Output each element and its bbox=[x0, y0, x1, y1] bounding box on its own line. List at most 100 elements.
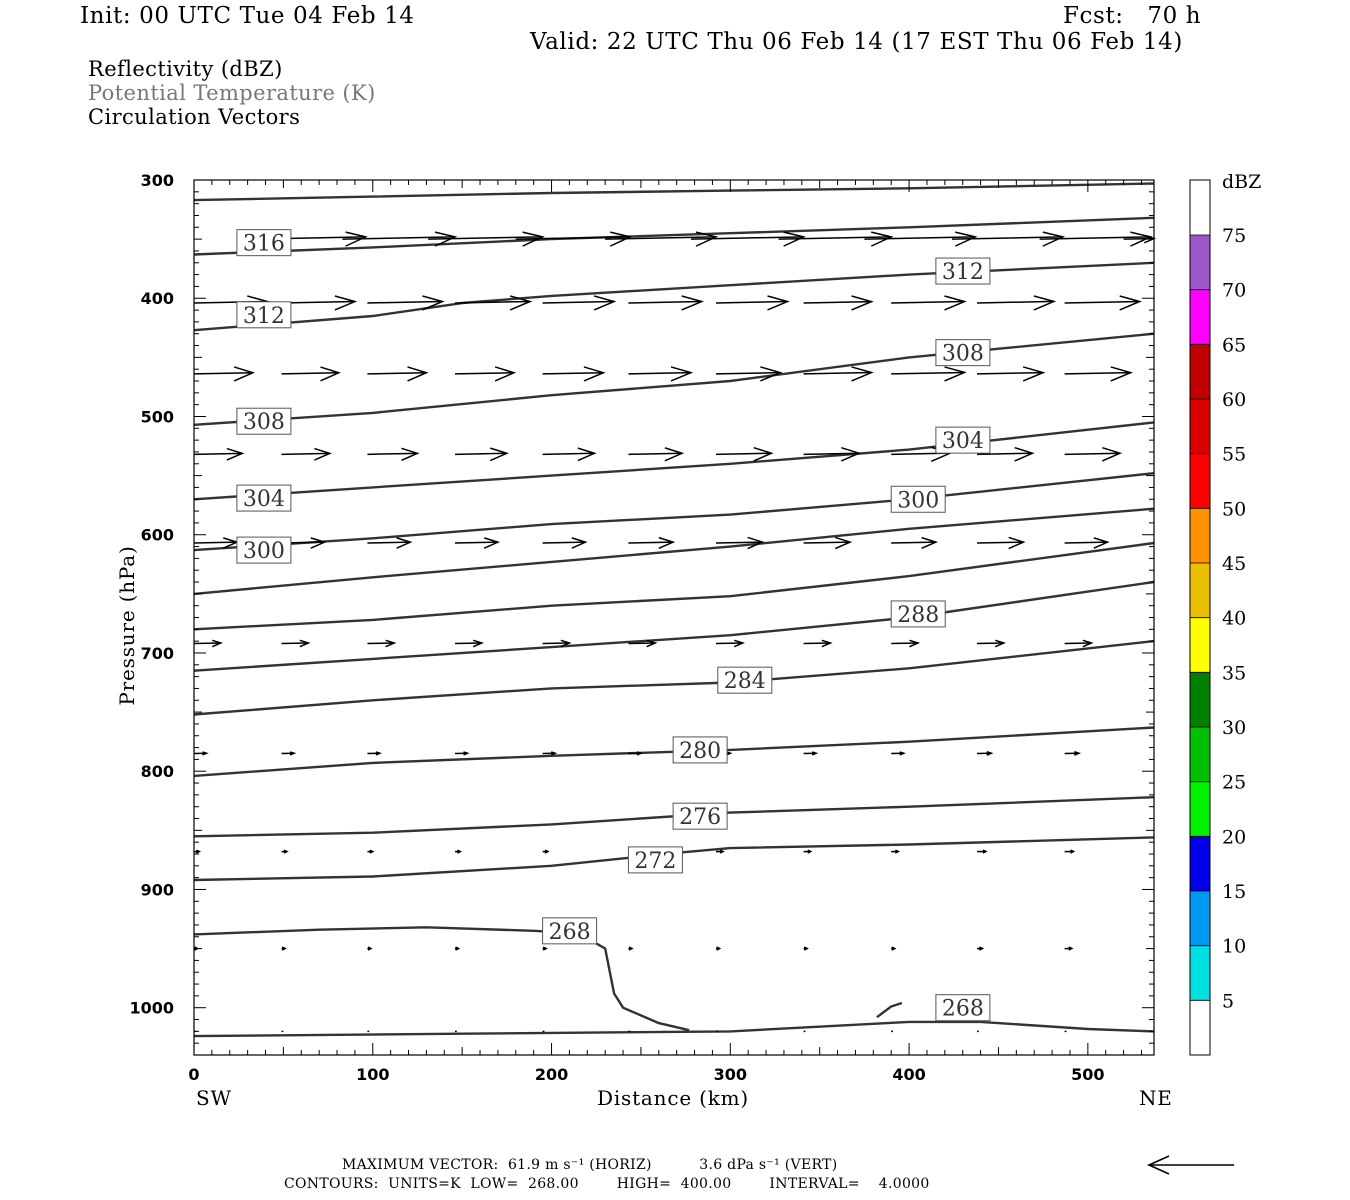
colorbar-level-label: 20 bbox=[1222, 826, 1246, 848]
circulation-vector bbox=[367, 295, 445, 311]
colorbar-segment bbox=[1190, 344, 1210, 399]
circulation-vector bbox=[367, 751, 383, 756]
circulation-vector bbox=[367, 366, 429, 382]
colorbar-level-label: 70 bbox=[1222, 280, 1246, 302]
circulation-vector bbox=[1064, 751, 1082, 756]
circulation-vector bbox=[628, 751, 644, 756]
contour-label-1-box bbox=[236, 229, 292, 257]
colorbar-level-label: 40 bbox=[1222, 608, 1246, 630]
circulation-vector bbox=[281, 366, 341, 382]
contour-label-14: 268 bbox=[942, 997, 984, 1022]
max-vector-info: MAXIMUM VECTOR: 61.9 m s⁻¹ (HORIZ) 3.6 d… bbox=[342, 1157, 838, 1173]
contour-label-2b-box bbox=[935, 257, 991, 285]
valid-time: Valid: 22 UTC Thu 06 Feb 14 (17 EST Thu … bbox=[530, 29, 1183, 55]
circulation-vector bbox=[977, 946, 985, 951]
circulation-vector bbox=[1064, 946, 1074, 951]
x-tick-label: 400 bbox=[892, 1065, 925, 1084]
theta-contour-11 bbox=[193, 796, 1155, 838]
y-tick-label: 500 bbox=[141, 407, 174, 426]
circulation-vector bbox=[515, 231, 633, 247]
contour-label-layer: 3163123123083083043043003002882842802762… bbox=[236, 229, 991, 1022]
contour-layer bbox=[193, 182, 1155, 1038]
circulation-vector bbox=[281, 639, 311, 648]
circulation-vector bbox=[803, 946, 809, 951]
circulation-vector bbox=[1064, 639, 1094, 648]
circulation-vector bbox=[193, 447, 245, 461]
x-axis-title: Distance (km) bbox=[597, 1086, 749, 1110]
circulation-vector bbox=[803, 295, 874, 311]
contour-label-13-box bbox=[542, 917, 598, 945]
colorbar-segment bbox=[1190, 672, 1210, 727]
contour-label-12-box bbox=[627, 846, 683, 874]
circulation-vector bbox=[428, 231, 545, 247]
circulation-vector bbox=[715, 849, 725, 854]
contour-label-13: 268 bbox=[549, 920, 591, 945]
circulation-vector bbox=[891, 849, 901, 854]
circulation-vector bbox=[891, 366, 967, 382]
colorbar-level-label: 55 bbox=[1222, 444, 1246, 466]
contour-label-4b-box bbox=[935, 426, 991, 454]
circulation-vector bbox=[281, 447, 333, 461]
colorbar-level-label: 5 bbox=[1222, 990, 1234, 1012]
circulation-vector bbox=[951, 231, 1066, 247]
colorbar-segment bbox=[1190, 399, 1210, 454]
circulation-vector bbox=[454, 537, 501, 549]
circulation-vector bbox=[715, 946, 722, 951]
contour-label-5b: 300 bbox=[897, 488, 939, 513]
circulation-vector bbox=[281, 295, 358, 311]
plot-frame bbox=[193, 179, 1155, 1056]
circulation-vector bbox=[542, 639, 572, 648]
circulation-vector bbox=[454, 639, 484, 648]
circulation-vector bbox=[1064, 446, 1123, 462]
circulation-vector bbox=[542, 537, 588, 549]
circulation-vector bbox=[454, 447, 509, 462]
contour-label-3b-box bbox=[935, 339, 991, 367]
circulation-vector bbox=[715, 639, 745, 648]
circulation-vector bbox=[542, 751, 558, 756]
colorbar-level-label: 65 bbox=[1222, 334, 1246, 356]
circulation-vector bbox=[803, 751, 819, 756]
colorbar-level-label: 50 bbox=[1222, 498, 1246, 520]
circulation-vector bbox=[628, 536, 676, 550]
colorbar-segment bbox=[1190, 727, 1210, 782]
contour-label-4b: 304 bbox=[942, 429, 984, 454]
colorbar-level-label: 15 bbox=[1222, 881, 1246, 903]
circulation-vector bbox=[454, 366, 517, 382]
colorbar-level-label: 25 bbox=[1222, 772, 1246, 794]
circulation-vector bbox=[542, 366, 606, 382]
colorbar-segment bbox=[1190, 289, 1210, 345]
circulation-vector bbox=[977, 849, 988, 854]
theta-contour-7 bbox=[193, 541, 1155, 631]
circulation-vector bbox=[891, 639, 921, 648]
circulation-vector bbox=[715, 446, 774, 462]
y-tick-label: 1000 bbox=[129, 999, 174, 1018]
colorbar-segment bbox=[1190, 235, 1210, 290]
y-tick-label: 600 bbox=[141, 526, 174, 545]
colorbar-segment bbox=[1190, 836, 1210, 891]
circulation-vector bbox=[542, 447, 597, 462]
colorbar-segment bbox=[1190, 945, 1210, 1001]
circulation-vector bbox=[1064, 537, 1110, 549]
colorbar-segment bbox=[1190, 508, 1210, 563]
circulation-vector bbox=[281, 946, 287, 951]
circulation-vector bbox=[367, 946, 373, 951]
forecast-hour: Fcst: 70 h bbox=[1063, 3, 1202, 29]
contour-label-8-box bbox=[890, 600, 946, 628]
ne-end-label: NE bbox=[1139, 1086, 1173, 1110]
sw-end-label: SW bbox=[196, 1086, 232, 1110]
circulation-vector bbox=[542, 849, 550, 854]
x-tick-label: 0 bbox=[188, 1065, 199, 1084]
circulation-vector bbox=[690, 231, 806, 247]
contour-label-2b: 312 bbox=[942, 260, 984, 285]
circulation-vector bbox=[891, 536, 939, 550]
circulation-vector bbox=[454, 295, 533, 311]
theta-contour-9 bbox=[193, 639, 1155, 716]
theta-contour-14 bbox=[193, 1020, 1155, 1038]
x-tick-label: 500 bbox=[1071, 1065, 1104, 1084]
circulation-vector bbox=[628, 366, 694, 382]
circulation-vector bbox=[891, 295, 967, 311]
colorbar-level-label: 30 bbox=[1222, 717, 1246, 739]
y-axis-title: Pressure (hPa) bbox=[115, 545, 139, 705]
colorbar-segment bbox=[1190, 180, 1210, 235]
init-time: Init: 00 UTC Tue 04 Feb 14 bbox=[80, 3, 415, 29]
